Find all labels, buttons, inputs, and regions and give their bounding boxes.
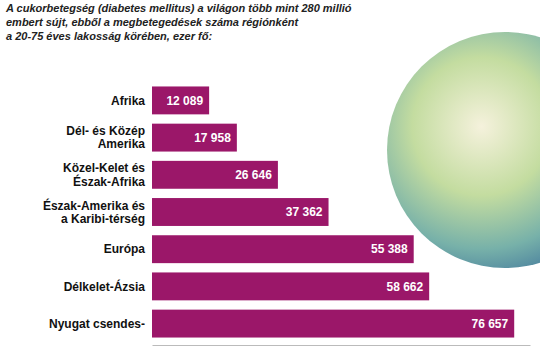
y-tick: Délkelet-Ázsia bbox=[64, 279, 152, 294]
bar bbox=[152, 198, 329, 226]
y-tick-label: Afrika bbox=[111, 94, 145, 108]
y-tick-label: Észak-Amerika ésa Karibi-térség bbox=[43, 198, 145, 226]
title: A cukorbetegség (diabetes mellitus) a vi… bbox=[5, 2, 352, 42]
data-label: 76 657 bbox=[472, 317, 509, 331]
y-tick: Nyugat csendes- bbox=[49, 317, 152, 331]
y-tick-label: Közel-Kelet ésÉszak-Afrika bbox=[63, 161, 145, 188]
data-label: 17 958 bbox=[194, 131, 231, 145]
bar bbox=[152, 272, 429, 300]
bar bbox=[152, 124, 237, 152]
bar bbox=[152, 235, 414, 263]
y-tick: Közel-Kelet ésÉszak-Afrika bbox=[63, 161, 152, 188]
data-label: 55 388 bbox=[371, 242, 408, 256]
y-tick: Afrika bbox=[111, 94, 152, 108]
y-tick-label: Nyugat csendes- bbox=[49, 317, 145, 331]
y-tick-label: Dél- és KözépAmerika bbox=[66, 124, 145, 151]
x-axis-line bbox=[153, 345, 531, 346]
globe-decoration bbox=[387, 32, 540, 268]
data-labels: 12 089 17 958 26 646 37 362 55 388 58 662 76 6… bbox=[166, 94, 508, 331]
y-tick: Észak-Amerika ésa Karibi-térség bbox=[43, 198, 152, 226]
bar bbox=[152, 310, 514, 338]
x-axis bbox=[153, 345, 531, 346]
bar bbox=[152, 86, 209, 114]
bars bbox=[152, 86, 514, 337]
data-label: 37 362 bbox=[286, 205, 323, 219]
y-tick: Dél- és KözépAmerika bbox=[66, 124, 152, 151]
y-axis: Afrika Dél- és KözépAmerika Közel-Kelet és… bbox=[43, 94, 152, 331]
y-tick: Európa bbox=[104, 242, 152, 256]
bar bbox=[152, 161, 278, 189]
data-label: 26 646 bbox=[235, 168, 272, 182]
data-label: 12 089 bbox=[166, 94, 203, 108]
data-label: 58 662 bbox=[386, 280, 423, 294]
y-tick-label: Délkelet-Ázsia bbox=[64, 279, 146, 294]
chart: A cukorbetegség (diabetes mellitus) a vi… bbox=[0, 0, 540, 360]
y-tick-label: Európa bbox=[104, 242, 146, 256]
